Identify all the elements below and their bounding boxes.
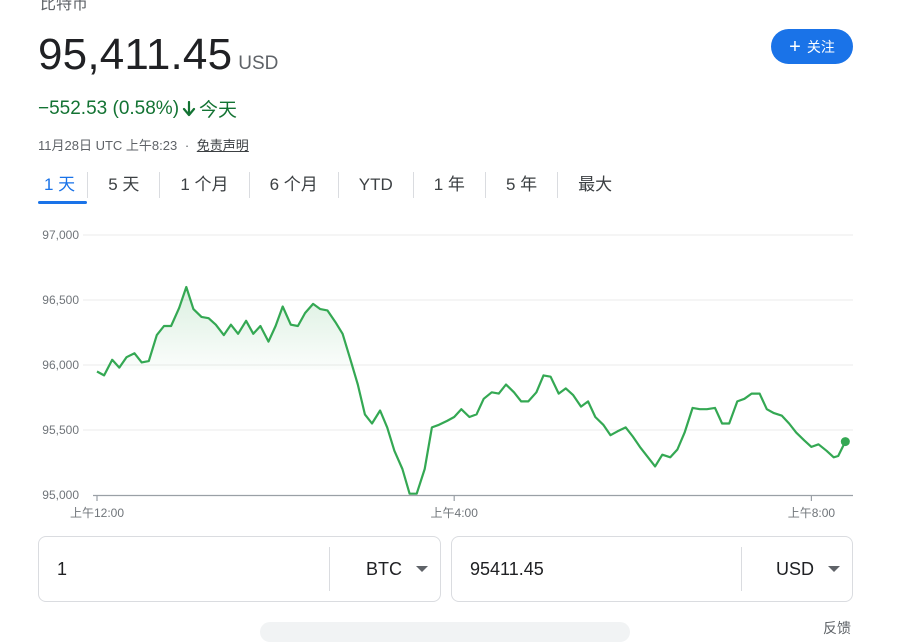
follow-button-label: 关注	[806, 38, 835, 55]
tab-divider	[412, 172, 414, 198]
tab-5d[interactable]: 5 天	[108, 175, 140, 194]
crypto-amount-input[interactable]	[39, 548, 329, 590]
price-change-period: 今天	[199, 100, 238, 121]
meta-separator: ·	[184, 138, 190, 153]
y-tick-label: 96,000	[42, 358, 79, 372]
price-line	[96, 285, 847, 495]
converter-divider	[329, 547, 330, 591]
price-block: 95,411.45 USD	[38, 30, 278, 80]
y-tick-label: 96,500	[42, 293, 79, 307]
price-change: −552.53 (0.58%) 今天	[38, 95, 237, 122]
fiat-unit-select[interactable]: USD	[742, 559, 852, 580]
area-fill	[97, 287, 846, 370]
current-price-dot	[840, 437, 850, 447]
quote-meta: 11月28日 UTC 上午8:23 · 免责声明	[38, 135, 249, 154]
tab-6m[interactable]: 6 个月	[269, 175, 318, 194]
tab-divider	[159, 172, 161, 198]
crypto-unit-label: BTC	[366, 558, 402, 579]
price-currency: USD	[238, 53, 279, 74]
follow-button[interactable]: + 关注	[771, 29, 853, 64]
tab-divider	[337, 172, 339, 198]
range-tabs: 1 天 5 天 1 个月 6 个月 YTD 1 年 5 年 最大	[38, 168, 632, 204]
caret-down-icon	[828, 566, 840, 572]
tab-divider	[557, 172, 559, 198]
x-tick-label: 上午8:00	[788, 506, 836, 520]
y-tick-label: 95,500	[42, 423, 79, 437]
converter-from: BTC	[38, 536, 441, 602]
tab-divider	[248, 172, 250, 198]
x-tick-label: 上午4:00	[431, 506, 479, 520]
quote-timestamp: 11月28日 UTC 上午8:23	[38, 138, 178, 153]
disclaimer-link[interactable]: 免责声明	[196, 138, 249, 153]
fiat-unit-label: USD	[775, 558, 814, 579]
current-price: 95,411.45	[38, 30, 233, 79]
x-tick-label: 上午12:00	[70, 506, 124, 520]
arrow-down-icon	[182, 100, 196, 117]
crypto-unit-select[interactable]: BTC	[330, 559, 440, 580]
related-search-pill[interactable]	[260, 622, 630, 642]
page-title-cut: 比特币	[40, 0, 89, 13]
tab-1d[interactable]: 1 天	[38, 170, 88, 204]
converter-to: USD	[451, 536, 853, 602]
feedback-link[interactable]: 反馈	[823, 620, 851, 636]
caret-down-icon	[416, 566, 428, 572]
tab-1m[interactable]: 1 个月	[180, 175, 229, 194]
tab-ytd[interactable]: YTD	[358, 175, 393, 194]
fiat-amount-input[interactable]	[452, 548, 741, 590]
plus-icon: +	[789, 35, 801, 58]
price-chart[interactable]: 97,000 96,500 96,000 95,500 95,000 上午12:00 上午4…	[0, 215, 905, 525]
y-tick-label: 95,000	[42, 488, 79, 502]
tab-max[interactable]: 最大	[578, 175, 613, 194]
tab-divider	[87, 172, 89, 198]
y-tick-label: 97,000	[42, 228, 79, 242]
tab-1y[interactable]: 1 年	[433, 175, 465, 194]
tab-5y[interactable]: 5 年	[505, 175, 538, 194]
tab-divider	[484, 172, 486, 198]
converter-divider	[741, 547, 742, 591]
price-change-value: −552.53 (0.58%)	[38, 97, 180, 119]
